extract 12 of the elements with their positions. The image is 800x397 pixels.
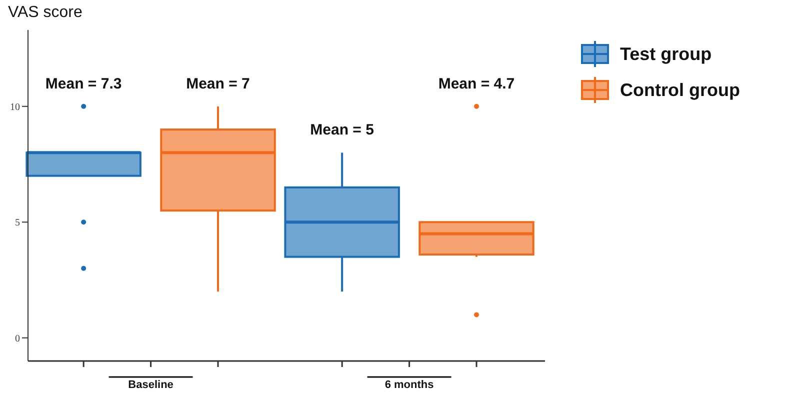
annotation: Mean = 7 — [186, 75, 250, 92]
legend-label: Control group — [620, 80, 740, 100]
y-tick-label: 10 — [10, 102, 20, 113]
x-tick-label: Baseline — [128, 379, 174, 391]
annotation: Mean = 5 — [310, 122, 374, 139]
y-axis-title: VAS score — [8, 4, 82, 22]
x-tick-label: 6 months — [384, 379, 434, 391]
annotation: Mean = 4.7 — [438, 75, 515, 92]
legend-label: Test group — [620, 44, 712, 64]
annotation: Mean = 7.3 — [45, 75, 122, 92]
y-tick-label: 5 — [15, 218, 20, 229]
y-tick-label: 0 — [15, 333, 20, 344]
